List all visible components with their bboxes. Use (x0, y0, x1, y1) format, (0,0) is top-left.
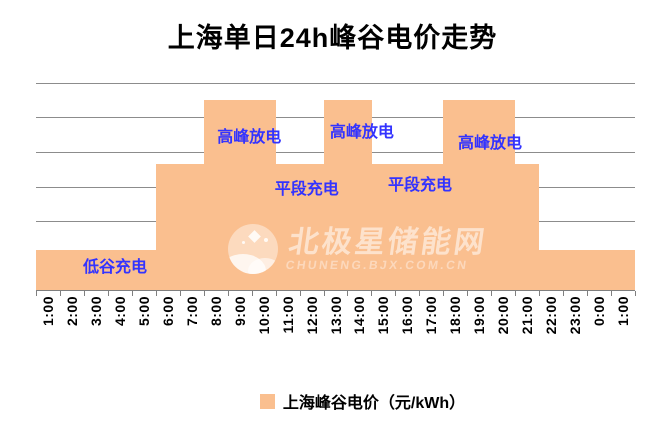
chart-title: 上海单日24h峰谷电价走势 (167, 23, 498, 53)
bar-2:00 (59, 250, 85, 290)
x-axis-label: 9:00 (231, 296, 248, 327)
bar-22:00 (539, 250, 564, 290)
x-axis-label: 7:00 (183, 296, 200, 327)
x-axis-label: 17:00 (423, 296, 440, 335)
tick-mark (299, 291, 301, 296)
tick-mark (443, 291, 445, 296)
tick-mark (227, 291, 229, 296)
x-axis-label: 5:00 (135, 296, 152, 327)
tick-mark (251, 291, 253, 296)
bar-19:00 (467, 100, 492, 290)
annotation-label: 高峰放电 (217, 128, 282, 146)
x-axis-labels: 1:00 2:00 3:00 4:00 5:00 6:00 7:00 8:00 9:00 10:0… (36, 296, 636, 356)
annotation-label: 平段充电 (274, 180, 339, 198)
x-axis-label: 23:00 (567, 296, 584, 335)
bar-1:00 (611, 250, 636, 290)
tick-mark (491, 291, 493, 296)
bar-20:00 (491, 100, 516, 290)
legend-label: 上海峰谷电价（元/kWh） (282, 395, 466, 412)
legend: 上海峰谷电价（元/kWh） (30, 389, 665, 413)
bar-14:00 (347, 100, 372, 290)
bar-8:00 (203, 100, 228, 290)
bar-3:00 (83, 250, 108, 290)
bar-23:00 (563, 250, 588, 290)
tick-mark (635, 291, 636, 296)
tick-mark (587, 291, 589, 296)
x-axis-ticks (36, 291, 636, 296)
tick-mark (83, 291, 85, 296)
tick-mark (539, 291, 541, 296)
x-axis-label: 8:00 (207, 296, 224, 327)
x-axis-label: 1:00 (39, 296, 56, 327)
annotation-label: 低谷充电 (83, 258, 148, 276)
tick-mark (275, 291, 277, 296)
x-axis-label: 6:00 (159, 296, 176, 327)
tick-mark (611, 291, 613, 296)
x-axis-label: 1:00 (615, 296, 632, 327)
x-axis-label: 22:00 (543, 296, 560, 335)
annotation-label: 平段充电 (387, 176, 452, 194)
bar-5:00 (131, 250, 156, 290)
bar-0:00 (587, 250, 612, 290)
bar-12:00 (299, 164, 324, 290)
x-axis-label: 12:00 (303, 296, 320, 335)
legend-swatch (259, 393, 275, 409)
tick-mark (179, 291, 181, 296)
bar-13:00 (323, 100, 348, 290)
bar-16:00 (395, 164, 420, 290)
x-axis-label: 0:00 (591, 296, 608, 327)
bar-1:00 (36, 250, 61, 290)
x-axis-label: 4:00 (111, 296, 128, 327)
x-axis-label: 3:00 (87, 296, 104, 327)
x-axis-label: 21:00 (519, 296, 536, 335)
bar-4:00 (107, 250, 132, 290)
tick-mark (36, 291, 37, 296)
tick-mark (107, 291, 109, 296)
bar-6:00 (155, 164, 180, 290)
x-axis-label: 11:00 (279, 296, 296, 334)
x-axis-label: 15:00 (375, 296, 392, 335)
x-axis-label: 10:00 (255, 296, 272, 335)
x-axis-label: 20:00 (495, 296, 512, 335)
tick-mark (203, 291, 205, 296)
annotation-label: 高峰放电 (329, 123, 394, 141)
plot-area: 低谷充电 高峰放电平段充电 高峰放电平段充电 高峰放电 (36, 83, 636, 291)
x-axis-label: 14:00 (351, 296, 368, 335)
tick-mark (467, 291, 469, 296)
tick-mark (395, 291, 397, 296)
tick-mark (515, 291, 517, 296)
tick-mark (59, 291, 61, 296)
x-axis-label: 18:00 (447, 296, 464, 335)
bar-15:00 (371, 164, 396, 290)
bar-11:00 (275, 164, 300, 290)
tick-mark (131, 291, 133, 296)
tick-mark (323, 291, 325, 296)
bar-7:00 (179, 164, 204, 290)
bar-18:00 (443, 100, 468, 290)
x-axis-label: 13:00 (327, 296, 344, 335)
bar-17:00 (419, 164, 444, 290)
x-axis-label: 16:00 (399, 296, 416, 335)
bar-21:00 (515, 164, 540, 290)
gridline (36, 83, 635, 84)
annotation-label: 高峰放电 (458, 134, 523, 152)
tick-mark (155, 291, 157, 296)
tick-mark (371, 291, 373, 296)
tick-mark (419, 291, 421, 296)
x-axis-label: 19:00 (471, 296, 488, 335)
tick-mark (347, 291, 349, 296)
tick-mark (563, 291, 565, 296)
x-axis-label: 2:00 (63, 296, 80, 327)
